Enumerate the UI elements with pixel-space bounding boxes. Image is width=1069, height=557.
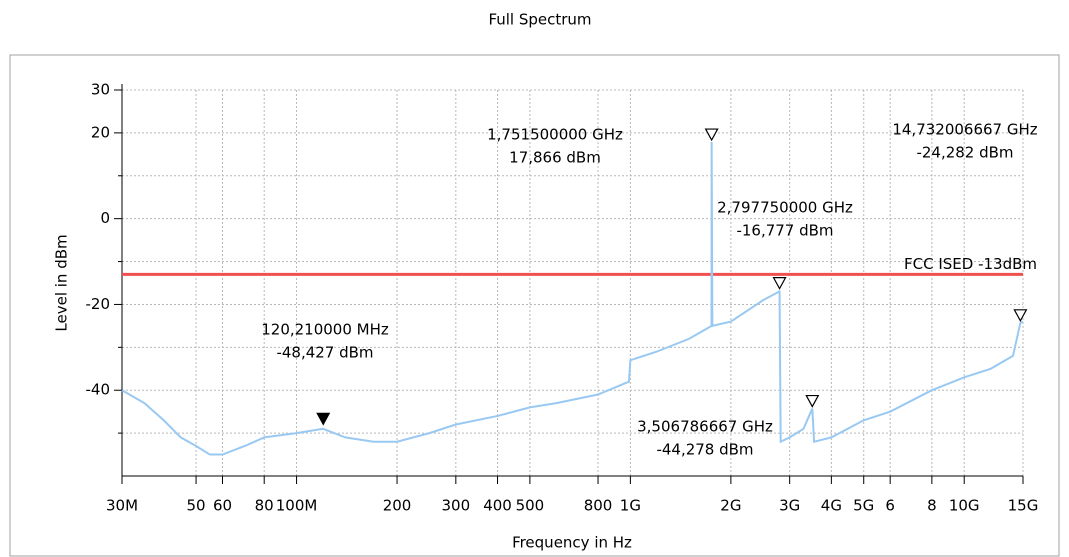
marker-level: -16,777 dBm — [736, 222, 833, 240]
chart-title: Full Spectrum — [488, 11, 591, 29]
marker-level: -24,282 dBm — [916, 144, 1013, 162]
x-tick-label: 100M — [276, 497, 318, 515]
marker — [805, 394, 820, 408]
limit-line-label: FCC ISED -13dBm — [904, 255, 1037, 273]
marker-frequency: 3,506786667 GHz — [637, 418, 773, 436]
marker — [772, 277, 787, 290]
trace — [121, 142, 1024, 456]
marker — [316, 412, 331, 426]
x-tick-label: 5G — [853, 497, 874, 515]
marker-frequency: 14,732006667 GHz — [892, 121, 1037, 139]
x-tick-label: 200 — [383, 497, 412, 515]
y-tick-label: -20 — [86, 295, 111, 313]
x-tick-label: 30M — [106, 497, 138, 515]
x-tick-label: 50 — [187, 497, 206, 515]
x-tick-label: 300 — [442, 497, 471, 515]
y-tick-label: 20 — [91, 123, 110, 141]
y-tick-label: -40 — [86, 381, 111, 399]
x-tick-label: 60 — [213, 497, 232, 515]
x-tick-label: 800 — [584, 497, 613, 515]
x-tick-label: 8 — [927, 497, 937, 515]
marker-level: -48,427 dBm — [276, 344, 373, 362]
marker — [1013, 309, 1028, 323]
x-tick-label: 500 — [516, 497, 545, 515]
frame — [9, 54, 1060, 557]
x-axis-label: Frequency in Hz — [512, 534, 632, 552]
marker — [704, 128, 719, 142]
x-tick-label: 1G — [620, 497, 641, 515]
x-tick-label: 80 — [255, 497, 274, 515]
y-tick-label: 0 — [100, 209, 110, 227]
x-tick-label: 6 — [885, 497, 895, 515]
y-axis-label: Level in dBm — [53, 234, 71, 331]
x-tick-label: 2G — [720, 497, 741, 515]
y-tick-label: 30 — [91, 81, 110, 99]
x-tick-label: 10G — [949, 497, 980, 515]
x-tick-label: 400 — [483, 497, 512, 515]
x-tick-label: 3G — [779, 497, 800, 515]
x-tick-label: 4G — [821, 497, 842, 515]
marker-frequency: 2,797750000 GHz — [717, 199, 853, 217]
marker-level: 17,866 dBm — [509, 149, 601, 167]
marker-level: -44,278 dBm — [656, 441, 753, 459]
marker-frequency: 120,210000 MHz — [261, 321, 389, 339]
marker-frequency: 1,751500000 GHz — [487, 126, 623, 144]
x-tick-label: 15G — [1008, 497, 1039, 515]
